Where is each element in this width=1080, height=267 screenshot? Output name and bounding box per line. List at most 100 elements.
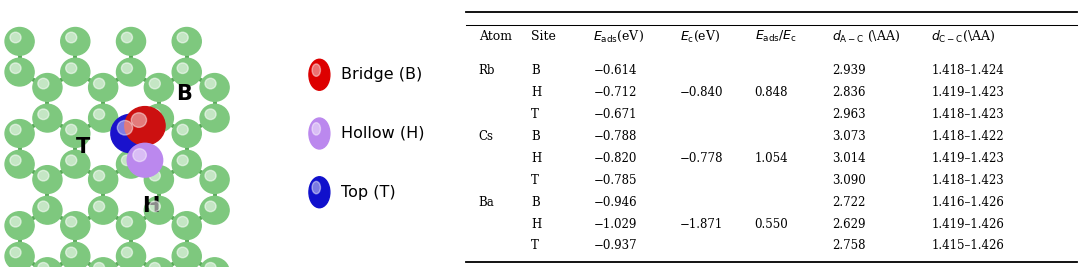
Circle shape <box>205 262 216 267</box>
Circle shape <box>121 32 133 43</box>
Circle shape <box>309 177 329 208</box>
Text: 3.073: 3.073 <box>832 130 866 143</box>
Circle shape <box>66 217 77 227</box>
Text: Atom: Atom <box>478 30 512 42</box>
Circle shape <box>309 59 329 90</box>
Circle shape <box>111 114 151 153</box>
Text: $d_\mathrm{C-C}$(\AA): $d_\mathrm{C-C}$(\AA) <box>931 29 996 44</box>
Text: H: H <box>531 152 542 165</box>
Text: −0.712: −0.712 <box>593 86 637 99</box>
Text: 3.014: 3.014 <box>832 152 866 165</box>
Text: H: H <box>531 218 542 230</box>
Text: B: B <box>531 64 540 77</box>
Circle shape <box>177 247 188 258</box>
Circle shape <box>172 212 201 239</box>
Circle shape <box>117 58 146 86</box>
Text: 2.836: 2.836 <box>832 86 865 99</box>
Circle shape <box>94 78 105 89</box>
Text: 1.419–1.423: 1.419–1.423 <box>931 152 1004 165</box>
Circle shape <box>149 78 160 89</box>
Circle shape <box>200 197 229 224</box>
Circle shape <box>32 73 62 101</box>
Circle shape <box>172 120 201 147</box>
Text: 1.418–1.422: 1.418–1.422 <box>931 130 1003 143</box>
Text: 2.758: 2.758 <box>832 239 865 252</box>
Circle shape <box>5 120 35 147</box>
Circle shape <box>172 242 201 267</box>
Circle shape <box>200 104 229 132</box>
Text: −0.820: −0.820 <box>593 152 637 165</box>
Circle shape <box>5 150 35 178</box>
Text: 2.939: 2.939 <box>832 64 866 77</box>
Text: Hollow (H): Hollow (H) <box>340 126 424 141</box>
Text: 1.419–1.426: 1.419–1.426 <box>931 218 1004 230</box>
Text: Cs: Cs <box>478 130 494 143</box>
Circle shape <box>145 73 174 101</box>
Circle shape <box>177 32 188 43</box>
Circle shape <box>94 109 105 120</box>
Text: 2.963: 2.963 <box>832 108 866 121</box>
Circle shape <box>177 155 188 166</box>
Text: 0.550: 0.550 <box>755 218 788 230</box>
Text: H: H <box>531 86 542 99</box>
Text: −0.840: −0.840 <box>680 86 724 99</box>
Text: −0.778: −0.778 <box>680 152 724 165</box>
Circle shape <box>66 247 77 258</box>
Text: 3.090: 3.090 <box>832 174 866 187</box>
Circle shape <box>149 109 160 120</box>
Circle shape <box>121 63 133 73</box>
Text: 1.419–1.423: 1.419–1.423 <box>931 86 1004 99</box>
Circle shape <box>89 258 118 267</box>
Text: T: T <box>77 137 91 157</box>
Circle shape <box>94 170 105 181</box>
Circle shape <box>60 28 90 55</box>
Circle shape <box>172 150 201 178</box>
Circle shape <box>200 166 229 193</box>
Text: −0.788: −0.788 <box>593 130 637 143</box>
Circle shape <box>60 58 90 86</box>
Circle shape <box>121 247 133 258</box>
Circle shape <box>10 124 21 135</box>
Circle shape <box>60 150 90 178</box>
Text: 1.416–1.426: 1.416–1.426 <box>931 196 1004 209</box>
Circle shape <box>5 212 35 239</box>
Circle shape <box>121 217 133 227</box>
Text: −1.871: −1.871 <box>680 218 724 230</box>
Circle shape <box>145 258 174 267</box>
Circle shape <box>60 120 90 147</box>
Text: 1.418–1.424: 1.418–1.424 <box>931 64 1004 77</box>
Text: $E_\mathrm{ads}$(eV): $E_\mathrm{ads}$(eV) <box>593 29 645 44</box>
Circle shape <box>149 170 160 181</box>
Circle shape <box>5 28 35 55</box>
Circle shape <box>10 217 21 227</box>
Circle shape <box>205 201 216 212</box>
Circle shape <box>125 107 165 145</box>
Text: 1.418–1.423: 1.418–1.423 <box>931 174 1004 187</box>
Text: $E_\mathrm{c}$(eV): $E_\mathrm{c}$(eV) <box>680 29 720 44</box>
Text: 1.418–1.423: 1.418–1.423 <box>931 108 1004 121</box>
Circle shape <box>121 155 133 166</box>
Text: H: H <box>141 196 159 216</box>
Circle shape <box>145 197 174 224</box>
Circle shape <box>145 104 174 132</box>
Circle shape <box>117 28 146 55</box>
Circle shape <box>89 104 118 132</box>
Circle shape <box>10 32 21 43</box>
Circle shape <box>10 155 21 166</box>
Circle shape <box>309 118 329 149</box>
Circle shape <box>60 212 90 239</box>
Circle shape <box>117 242 146 267</box>
Circle shape <box>5 58 35 86</box>
Text: −0.671: −0.671 <box>593 108 637 121</box>
Text: B: B <box>176 84 192 104</box>
Circle shape <box>127 143 163 177</box>
Circle shape <box>145 166 174 193</box>
Text: Ba: Ba <box>478 196 495 209</box>
Circle shape <box>177 124 188 135</box>
Circle shape <box>117 120 146 147</box>
Circle shape <box>177 217 188 227</box>
Circle shape <box>312 64 321 76</box>
Text: T: T <box>531 239 539 252</box>
Circle shape <box>38 201 49 212</box>
Circle shape <box>32 197 62 224</box>
